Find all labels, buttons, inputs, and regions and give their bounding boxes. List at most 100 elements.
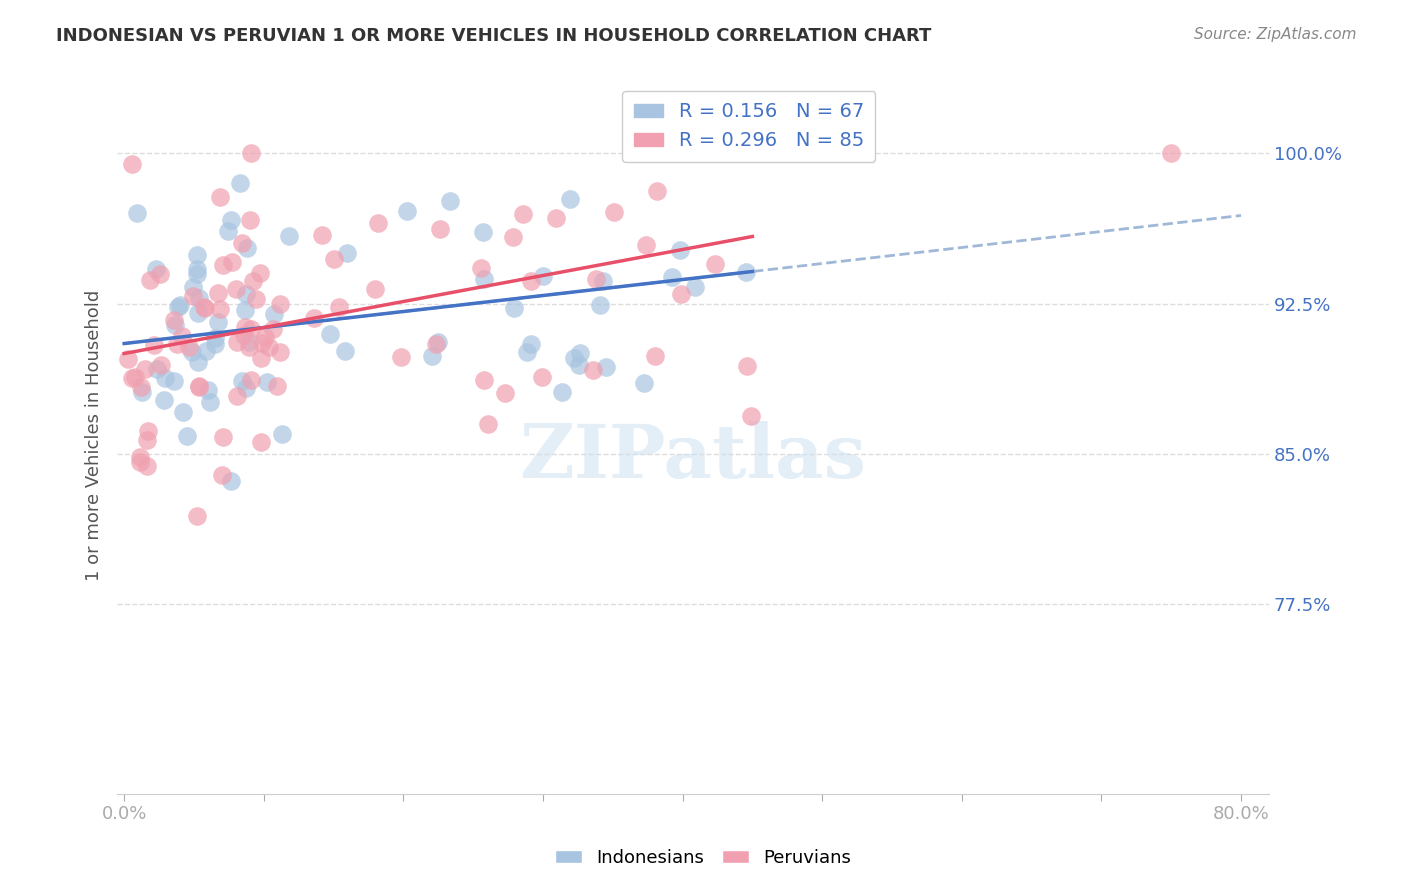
Point — [231, 374, 253, 388]
Point — [271, 426, 294, 441]
Point — [188, 380, 211, 394]
Point — [165, 318, 187, 332]
Point — [179, 340, 201, 354]
Point — [167, 300, 190, 314]
Text: ZIPatlas: ZIPatlas — [520, 420, 866, 493]
Point — [193, 301, 215, 315]
Point — [503, 301, 526, 315]
Point — [149, 358, 172, 372]
Point — [238, 340, 260, 354]
Point — [239, 213, 262, 227]
Point — [176, 429, 198, 443]
Point — [470, 261, 492, 276]
Point — [254, 330, 277, 344]
Point — [186, 262, 208, 277]
Point — [239, 374, 262, 388]
Point — [582, 362, 605, 376]
Point — [238, 334, 260, 349]
Point — [589, 298, 612, 312]
Point — [322, 252, 344, 266]
Point — [531, 268, 554, 283]
Point — [146, 362, 169, 376]
Point — [636, 238, 658, 252]
Point — [169, 298, 191, 312]
Point — [195, 343, 218, 358]
Point — [186, 248, 208, 262]
Point — [269, 297, 291, 311]
Point — [568, 346, 591, 360]
Point — [585, 272, 607, 286]
Text: Source: ZipAtlas.com: Source: ZipAtlas.com — [1194, 27, 1357, 42]
Point — [671, 286, 693, 301]
Point — [129, 380, 152, 394]
Point — [520, 336, 543, 351]
Point — [232, 328, 254, 343]
Point — [149, 267, 172, 281]
Point — [530, 370, 553, 384]
Point — [136, 458, 159, 473]
Point — [209, 189, 232, 203]
Point — [477, 417, 499, 432]
Point — [153, 392, 176, 407]
Point — [229, 176, 252, 190]
Point — [396, 203, 419, 218]
Point — [439, 194, 461, 209]
Point — [233, 320, 256, 334]
Point — [502, 230, 524, 244]
Point — [277, 228, 299, 243]
Point — [367, 216, 389, 230]
Point — [124, 370, 146, 384]
Point — [125, 206, 148, 220]
Point — [188, 291, 211, 305]
Point — [737, 359, 759, 373]
Point — [198, 395, 221, 409]
Point — [425, 337, 447, 351]
Point — [186, 268, 208, 282]
Legend: Indonesians, Peruvians: Indonesians, Peruvians — [547, 842, 859, 874]
Point — [471, 225, 494, 239]
Point — [180, 345, 202, 359]
Point — [389, 350, 412, 364]
Point — [117, 352, 139, 367]
Point — [472, 272, 495, 286]
Point — [494, 385, 516, 400]
Point — [197, 383, 219, 397]
Point — [235, 286, 257, 301]
Point — [516, 345, 538, 359]
Point — [336, 245, 359, 260]
Point — [136, 424, 159, 438]
Point — [221, 255, 243, 269]
Point — [603, 204, 626, 219]
Point — [129, 450, 152, 464]
Point — [235, 302, 257, 317]
Point — [188, 379, 211, 393]
Point — [240, 146, 263, 161]
Y-axis label: 1 or more Vehicles in Household: 1 or more Vehicles in Household — [86, 290, 103, 582]
Point — [734, 265, 756, 279]
Point — [568, 358, 591, 372]
Point — [472, 373, 495, 387]
Point — [703, 257, 725, 271]
Point — [226, 334, 249, 349]
Point — [219, 475, 242, 489]
Point — [186, 508, 208, 523]
Point — [592, 274, 614, 288]
Point — [512, 206, 534, 220]
Point — [225, 282, 247, 296]
Point — [235, 381, 257, 395]
Point — [163, 313, 186, 327]
Point — [212, 430, 235, 444]
Point — [562, 351, 585, 365]
Point — [740, 409, 762, 424]
Point — [134, 362, 156, 376]
Point — [429, 222, 451, 236]
Point — [558, 192, 581, 206]
Point — [173, 405, 195, 419]
Point — [187, 306, 209, 320]
Point — [236, 241, 259, 255]
Point — [204, 331, 226, 345]
Point — [311, 228, 333, 243]
Point — [1160, 146, 1182, 161]
Point — [703, 146, 725, 161]
Legend: R = 0.156   N = 67, R = 0.296   N = 85: R = 0.156 N = 67, R = 0.296 N = 85 — [623, 91, 876, 161]
